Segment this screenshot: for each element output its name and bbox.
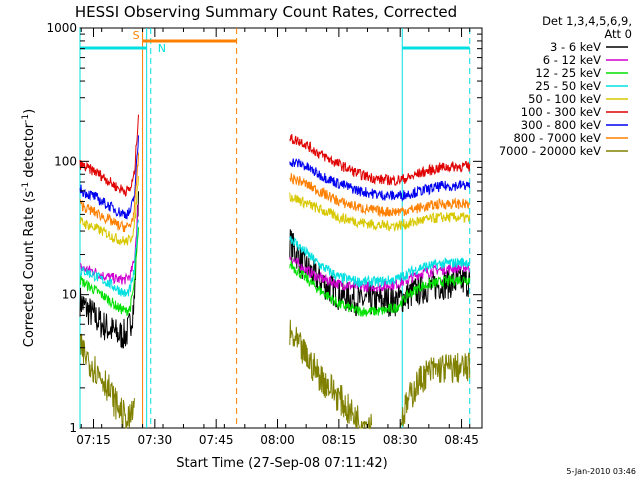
series-line-5-1 <box>289 134 471 187</box>
legend-label-7: 800 - 7000 keV <box>513 131 601 145</box>
x-tick-label: 08:00 <box>260 433 295 447</box>
series-line-3-0 <box>79 219 139 297</box>
legend-label-4: 50 - 100 keV <box>528 92 601 106</box>
y-axis-ticks: 1 10 100 1000 <box>46 21 482 435</box>
legend-label-2: 12 - 25 keV <box>535 66 601 80</box>
series-6 <box>79 135 471 220</box>
series-line-1-0 <box>80 203 139 285</box>
legend-label-8: 7000 - 20000 keV <box>499 144 601 158</box>
legend-label-1: 6 - 12 keV <box>543 53 601 67</box>
saa-label: S <box>133 29 140 42</box>
series-line-8-0 <box>79 333 135 429</box>
legend-label-6: 300 - 800 keV <box>521 118 601 132</box>
x-axis-ticks: 07:15 07:30 07:45 08:00 08:15 08:30 08:45 <box>76 28 479 447</box>
chart-title: HESSI Observing Summary Count Rates, Cor… <box>75 3 457 21</box>
x-tick-label: 07:30 <box>138 433 173 447</box>
series-line-4-0 <box>79 176 139 246</box>
y-tick-label: 10 <box>62 288 77 302</box>
legend-label-3: 25 - 50 keV <box>535 79 601 93</box>
series-line-7-0 <box>79 152 139 233</box>
series-line-2-1 <box>289 260 471 317</box>
x-tick-label: 07:15 <box>76 433 111 447</box>
footer-timestamp: 5-Jan-2010 03:46 <box>566 467 636 476</box>
legend-label-0: 3 - 6 keV <box>550 40 601 54</box>
y-tick-label: 100 <box>54 154 77 168</box>
series-8 <box>79 319 471 430</box>
series-3 <box>79 219 471 297</box>
y-axis-label-sup1: -1 <box>21 182 31 191</box>
series-line-6-0 <box>79 135 139 220</box>
series-line-2-0 <box>79 227 139 317</box>
y-tick-label: 1 <box>69 421 77 435</box>
x-tick-label: 08:30 <box>383 433 418 447</box>
y-axis-label: Corrected Count Rate (s-1 detector-1) <box>21 109 37 347</box>
legend-header-1: Det 1,3,4,5,6,9, <box>542 14 632 28</box>
x-tick-label: 08:45 <box>444 433 479 447</box>
series-1 <box>80 203 471 292</box>
series-layer <box>79 114 471 430</box>
series-4 <box>79 176 471 246</box>
series-line-1-1 <box>289 256 471 292</box>
y-axis-label-sup2: -1 <box>21 114 31 123</box>
night-label: N <box>158 42 166 55</box>
x-axis-label: Start Time (27-Sep-08 07:11:42) <box>176 456 387 471</box>
series-5 <box>79 114 471 197</box>
series-line-8-2 <box>399 352 471 429</box>
series-line-6-1 <box>289 158 471 202</box>
legend-header-2: Att 0 <box>604 27 632 41</box>
x-tick-label: 08:15 <box>322 433 357 447</box>
series-line-3-1 <box>289 235 471 289</box>
series-line-8-1 <box>289 319 373 430</box>
series-line-5-0 <box>79 114 139 197</box>
y-axis-label-end: ) <box>22 109 37 114</box>
y-tick-label: 1000 <box>46 21 77 35</box>
x-tick-label: 07:45 <box>199 433 234 447</box>
series-2 <box>79 227 471 317</box>
series-line-7-1 <box>289 173 471 217</box>
series-line-4-1 <box>289 192 471 233</box>
legend-label-5: 100 - 300 keV <box>521 105 601 119</box>
annotations: SN <box>79 28 471 428</box>
y-axis-label-main: Corrected Count Rate (s <box>22 191 37 348</box>
y-axis-label-mid: detector <box>22 122 37 182</box>
series-line-0-0 <box>79 191 139 349</box>
series-7 <box>79 152 471 233</box>
